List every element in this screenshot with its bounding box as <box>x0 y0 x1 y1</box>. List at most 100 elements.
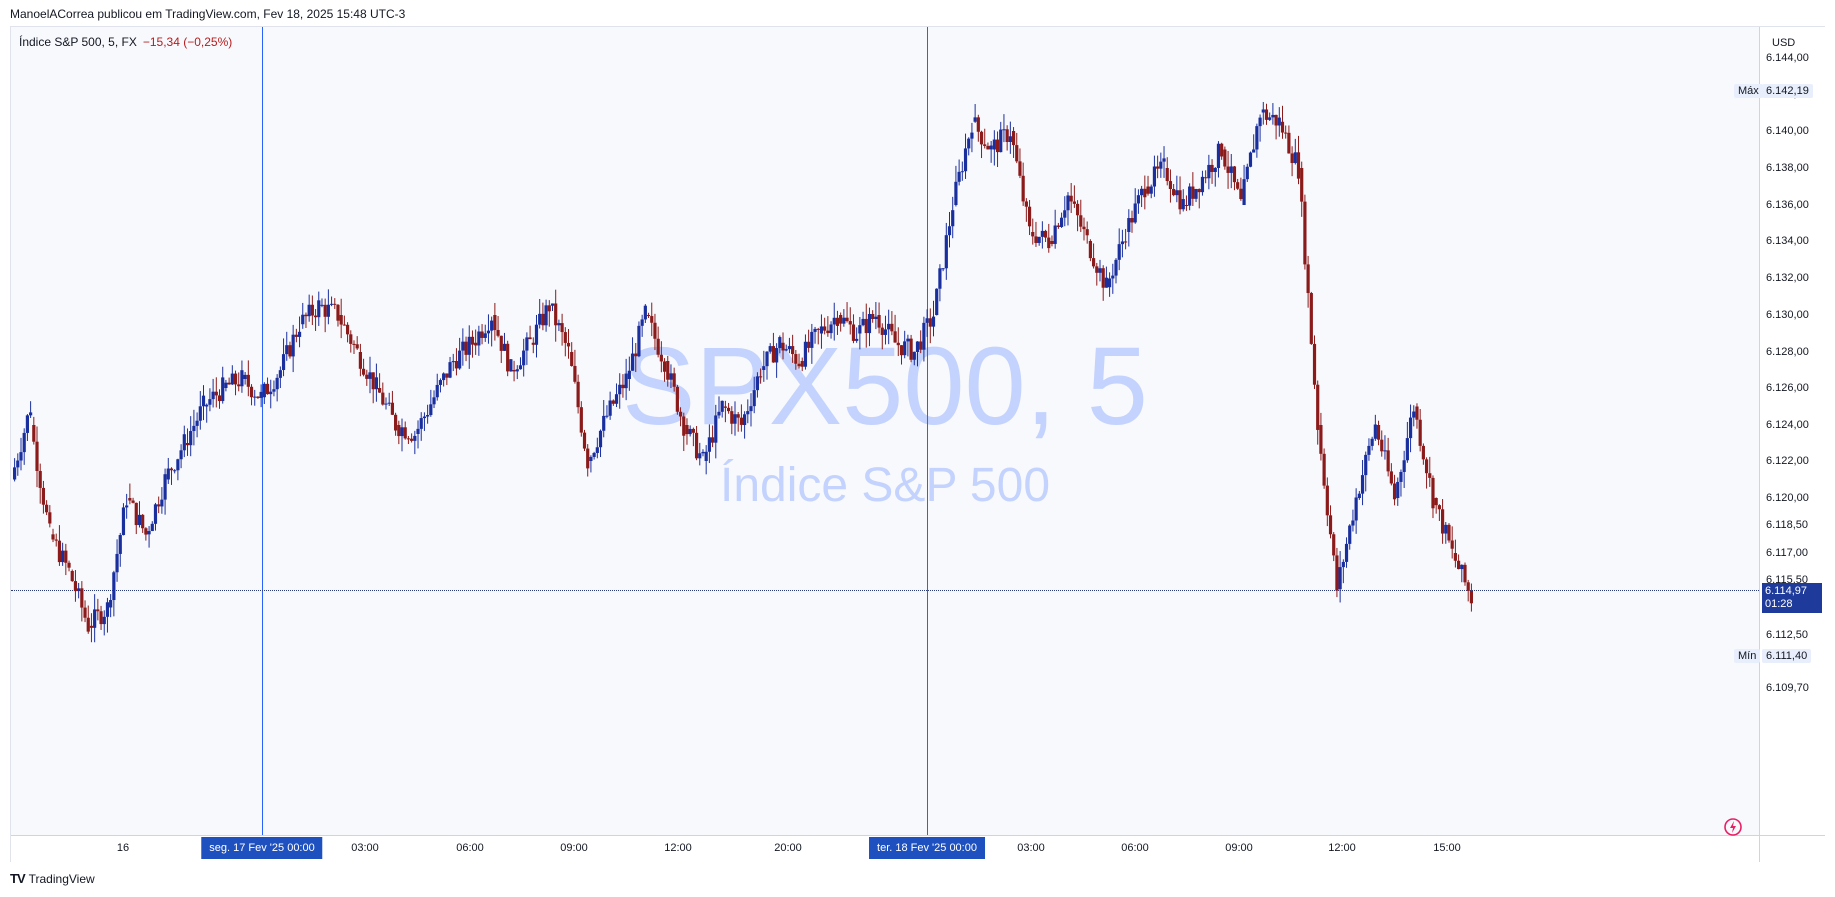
session-divider-monday <box>262 27 263 835</box>
time-axis[interactable]: 16 03:00 06:00 09:00 12:00 20:00 03:00 06:00 09:… <box>11 835 1759 862</box>
candle-body <box>1469 590 1473 604</box>
candle-body <box>461 341 465 351</box>
candle-body <box>928 318 932 327</box>
price-tick-label: 6.126,00 <box>1766 382 1809 394</box>
candle-body <box>979 131 984 145</box>
candle-body <box>1085 229 1089 236</box>
candle-body <box>269 391 273 395</box>
candle-body <box>345 324 350 335</box>
candle-body <box>848 321 852 325</box>
candle-body <box>1082 226 1086 230</box>
price-tick-label: 6.128,00 <box>1766 346 1809 358</box>
candle-body <box>832 317 836 325</box>
candle-body <box>954 181 958 205</box>
candle-body <box>1431 477 1435 509</box>
candle-body <box>259 391 263 398</box>
candle-body <box>957 171 961 182</box>
publish-info: ManoelACorrea publicou em TradingView.co… <box>10 7 406 21</box>
candle-body <box>733 414 737 424</box>
chart-plot-area[interactable]: SPX500, 5 Índice S&P 500 Índice S&P 500,… <box>11 27 1759 835</box>
chart-frame[interactable]: SPX500, 5 Índice S&P 500 Índice S&P 500,… <box>10 26 1825 862</box>
candle-body <box>390 402 395 415</box>
candle-body <box>621 384 625 389</box>
candle-body <box>726 407 731 412</box>
candle-body <box>1162 158 1166 162</box>
candle-body <box>137 514 142 526</box>
time-tick-label: 03:00 <box>351 842 379 854</box>
candle-body <box>1367 445 1371 455</box>
candle-body <box>176 459 180 471</box>
candle-body <box>1197 188 1201 193</box>
candle-body <box>160 499 164 507</box>
candle-body <box>829 324 833 334</box>
candle-body <box>931 316 936 327</box>
candle-body <box>38 470 42 488</box>
candle-body <box>1424 459 1429 474</box>
candle-body <box>1207 164 1211 179</box>
price-tick-label: 6.117,00 <box>1766 547 1809 559</box>
candle-body <box>1338 567 1342 590</box>
candle-body <box>214 391 218 396</box>
candle-body <box>32 425 36 442</box>
candle-body <box>1220 143 1224 157</box>
candle-body <box>1216 143 1221 169</box>
candle-body <box>816 328 820 330</box>
candle-body <box>746 411 750 415</box>
candle-body <box>147 531 151 535</box>
symbol-legend[interactable]: Índice S&P 500, 5, FX −15,34 (−0,25%) <box>19 35 232 49</box>
candle-body <box>547 305 551 312</box>
candle-body <box>1236 182 1240 189</box>
candle-body <box>73 581 78 592</box>
candle-body <box>467 336 471 355</box>
candle-body <box>566 342 571 347</box>
time-tick-label: 20:00 <box>774 842 802 854</box>
candle-body <box>1335 555 1339 591</box>
candle-body <box>448 362 452 378</box>
candle-body <box>121 507 126 536</box>
candle-body <box>1373 424 1377 439</box>
candle-body <box>1357 493 1361 498</box>
candle-body <box>80 588 84 608</box>
candle-body <box>1204 177 1208 179</box>
price-axis[interactable]: USD 6.144,006.142,006.140,006.138,006.13… <box>1734 27 1825 835</box>
candle-body <box>179 450 183 460</box>
candle-body <box>64 550 68 563</box>
candle-body <box>1181 199 1185 210</box>
candle-body <box>294 334 298 337</box>
candle-body <box>919 341 923 350</box>
lightning-icon[interactable] <box>1723 817 1743 837</box>
candle-body <box>365 374 369 379</box>
candle-body <box>1440 509 1445 534</box>
candle-body <box>333 303 337 305</box>
price-tick-label: 6.132,00 <box>1766 272 1809 284</box>
candle-body <box>99 611 103 625</box>
candle-body <box>1172 188 1176 196</box>
candle-body <box>1392 483 1397 500</box>
candle-body <box>326 304 330 317</box>
candle-body <box>454 361 459 369</box>
candle-body <box>1213 168 1217 172</box>
candle-body <box>1072 201 1076 204</box>
candle-body <box>1412 411 1416 418</box>
candle-body <box>1075 203 1080 216</box>
candle-body <box>185 443 190 446</box>
price-tick-label: 6.109,70 <box>1766 682 1809 694</box>
candle-body <box>35 441 39 471</box>
candle-body <box>659 354 663 362</box>
candle-body <box>730 411 734 424</box>
candle-body <box>839 315 843 324</box>
price-tick-label: 6.140,00 <box>1766 125 1809 137</box>
candle-body <box>371 372 375 390</box>
candle-body <box>285 345 289 355</box>
candle-body <box>1223 149 1227 167</box>
candle-body <box>1444 524 1448 534</box>
candle-body <box>874 316 878 319</box>
candle-body <box>118 535 122 554</box>
candle-body <box>189 431 193 446</box>
candle-body <box>1380 439 1384 452</box>
candle-body <box>1088 241 1092 259</box>
candle-body <box>999 129 1003 153</box>
candle-body <box>432 397 436 405</box>
candle-body <box>1018 161 1022 176</box>
candle-body <box>253 396 257 398</box>
